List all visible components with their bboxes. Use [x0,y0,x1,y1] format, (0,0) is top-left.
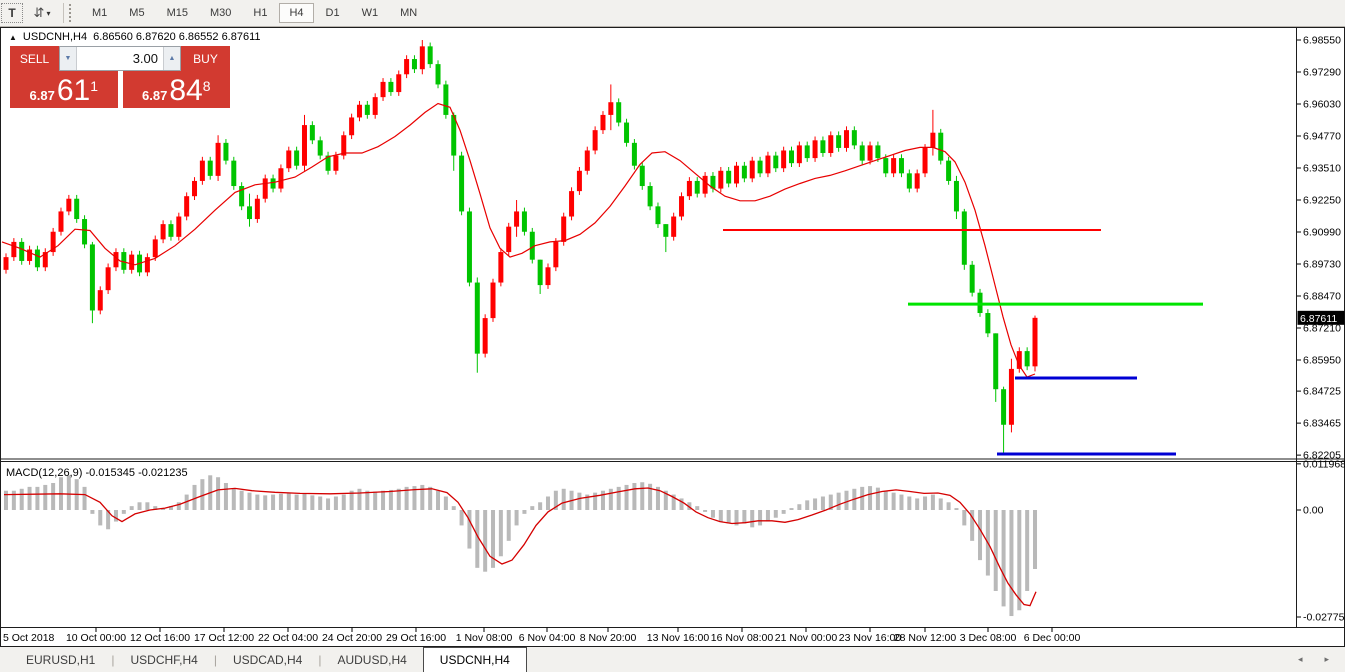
macd-indicator-label: MACD(12,26,9) -0.015345 -0.021235 [6,467,188,479]
time-axis-label: 10 Oct 00:00 [66,632,126,644]
price-axis-label: 6.90990 [1303,227,1341,239]
text-tool-button[interactable]: T [1,3,23,23]
sell-price-prefix: 6.87 [29,88,55,103]
timeframe-button-m15[interactable]: M15 [157,3,198,23]
macd-signal-line [3,487,1037,607]
timeframe-toolbar: M1 M5 M15 M30 H1 H4 D1 W1 MN [81,0,428,26]
arrows-tool-button[interactable]: ⇵ ▾ [25,3,59,23]
time-axis-label: 23 Nov 16:00 [839,632,902,644]
time-axis-label: 6 Nov 04:00 [519,632,576,644]
buy-price-pip: 8 [202,78,211,94]
price-axis-label: 6.89730 [1303,259,1341,271]
timeframe-button-d1[interactable]: D1 [316,3,350,23]
volume-increase-button[interactable]: ▲ [163,47,180,70]
current-price-tag: 6.87611 [1297,310,1345,325]
tab-separator: | [111,652,115,667]
volume-decrease-button[interactable]: ▼ [60,47,77,70]
macd-axis-label: -0.02775 [1303,612,1345,624]
price-axis-label: 6.97290 [1303,67,1341,79]
price-axis-labels: 6.98550 6.97290 6.96030 6.94770 6.93510 6.922… [1297,35,1345,624]
toolbar-grip[interactable] [69,4,77,22]
toolbar: T ⇵ ▾ M1 M5 M15 M30 H1 H4 D1 W1 MN [0,0,1345,27]
timeframe-button-mn[interactable]: MN [390,3,427,23]
time-axis-label: 21 Nov 00:00 [775,632,838,644]
macd-axis-label: 0.011968 [1303,458,1345,470]
tab-scroll-right-icon[interactable]: ▸ [1324,654,1329,664]
symbol-period-label: USDCNH,H4 [22,31,88,43]
price-axis-label: 6.96030 [1303,99,1341,111]
time-axis-label: 8 Nov 20:00 [580,632,637,644]
chart-tab-bar: EURUSD,H1 | USDCHF,H4 | USDCAD,H4 | AUDUSD,H4 U… [0,647,1345,672]
tab-separator: | [213,652,217,667]
sell-price-button[interactable]: 6.87 61 1 [10,71,118,108]
price-axis-label: 6.92250 [1303,195,1341,207]
tab-usdcnh-h4[interactable]: USDCNH,H4 [422,647,527,672]
time-axis-label: 29 Oct 16:00 [386,632,446,644]
price-axis-label: 6.93510 [1303,163,1341,175]
arrows-icon: ⇵ [33,5,45,20]
toolbar-separator [63,3,64,23]
tab-scroll-buttons: ◂ ▸ [1298,654,1329,665]
timeframe-button-m30[interactable]: M30 [200,3,241,23]
chevron-down-icon: ▾ [46,8,51,18]
price-axis-label: 6.94770 [1303,131,1341,143]
price-axis-label: 6.87210 [1303,323,1341,335]
buy-price-prefix: 6.87 [142,88,168,103]
one-click-trading-panel: SELL ▼ 3.00 ▲ BUY 6.87 61 1 6.87 84 8 [10,46,230,108]
price-axis-label: 6.85950 [1303,355,1341,367]
chart-title: ▲ USDCNH,H4 6.86560 6.87620 6.86552 6.87… [9,31,261,43]
price-axis[interactable] [1297,27,1345,647]
price-axis-label: 6.82205 [1303,450,1341,462]
arrow-up-icon: ▲ [168,55,176,62]
tab-scroll-left-icon[interactable]: ◂ [1297,654,1303,664]
chart-background [0,27,1345,647]
tab-audusd-h4[interactable]: AUDUSD,H4 [337,652,407,667]
horizontal-level-lines[interactable] [723,228,1203,456]
time-axis-label: 5 Oct 2018 [3,632,55,644]
time-axis-label: 1 Nov 08:00 [456,632,513,644]
sell-price-big: 61 [56,74,91,107]
macd-axis-label: 0.00 [1303,505,1324,517]
ohlc-values: 6.86560 6.87620 6.86552 6.87611 [93,31,261,43]
time-axis-label: 22 Oct 04:00 [258,632,318,644]
buy-price-big: 84 [169,74,203,107]
sell-button[interactable]: SELL [10,46,59,71]
sell-price-pip: 1 [90,78,98,94]
macd-indicator [3,475,1038,617]
time-axis-label: 6 Dec 00:00 [1024,632,1081,644]
tab-eurusd-h1[interactable]: EURUSD,H1 [26,652,96,667]
timeframe-button-m5[interactable]: M5 [119,3,154,23]
timeframe-button-h1[interactable]: H1 [243,3,277,23]
chart-tabs: EURUSD,H1 | USDCHF,H4 | USDCAD,H4 | AUDUSD,H4 U… [0,647,527,672]
price-axis-label: 6.98550 [1303,35,1341,47]
time-axis-label: 28 Nov 12:00 [894,632,957,644]
time-axis-label: 3 Dec 08:00 [960,632,1017,644]
volume-input[interactable]: 3.00 [132,51,158,66]
candlesticks [3,40,1038,454]
price-axis-label: 6.84725 [1303,386,1341,398]
time-axis[interactable]: 5 Oct 2018 10 Oct 00:00 12 Oct 16:00 17 Oct… [3,627,1081,645]
volume-spinner: ▼ 3.00 ▲ [59,46,181,71]
tab-usdchf-h4[interactable]: USDCHF,H4 [130,652,198,667]
collapse-panel-icon[interactable]: ▲ [9,32,17,42]
tab-usdcad-h4[interactable]: USDCAD,H4 [232,652,303,667]
price-axis-label: 6.88470 [1303,291,1341,303]
buy-price-button[interactable]: 6.87 84 8 [122,71,230,108]
tab-separator: | [318,652,322,667]
timeframe-button-w1[interactable]: W1 [352,3,389,23]
price-axis-label: 6.83465 [1303,418,1341,430]
buy-button[interactable]: BUY [181,46,230,71]
time-axis-label: 13 Nov 16:00 [647,632,710,644]
timeframe-button-m1[interactable]: M1 [82,3,117,23]
time-axis-label: 12 Oct 16:00 [130,632,190,644]
time-axis-label: 24 Oct 20:00 [322,632,382,644]
time-axis-label: 16 Nov 08:00 [711,632,774,644]
arrow-down-icon: ▼ [64,55,72,62]
time-axis-label: 17 Oct 12:00 [194,632,254,644]
svg-text:6.87611: 6.87611 [1300,313,1337,325]
timeframe-button-h4[interactable]: H4 [279,3,314,23]
moving-average-line [1,102,1036,378]
